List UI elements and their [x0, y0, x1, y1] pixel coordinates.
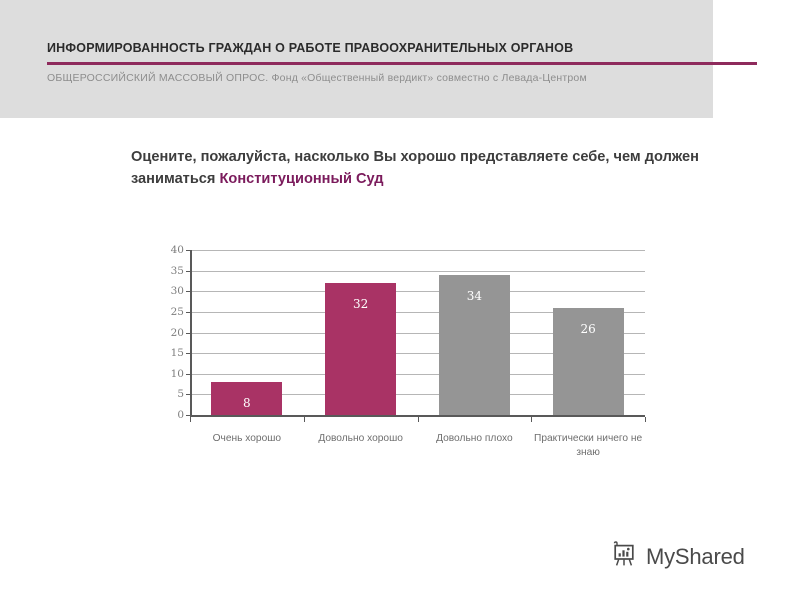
header-panel — [0, 0, 713, 118]
y-tick-label: 25 — [170, 305, 184, 318]
bar-value-label: 34 — [466, 288, 483, 303]
y-tick-mark — [186, 332, 190, 334]
question-accent-term: Конституционный Суд — [219, 171, 384, 187]
x-axis-line — [190, 415, 645, 417]
gridline — [190, 270, 645, 272]
bar: 34 — [438, 274, 510, 415]
y-tick-mark — [186, 270, 190, 272]
chart-plot-area: 0 5 10 15 20 25 30 35 40 8 32 34 26 Очень хорошо Дов… — [171, 244, 646, 458]
x-tick-mark — [645, 417, 646, 422]
x-tick-mark — [190, 417, 191, 422]
y-tick-mark — [186, 311, 190, 313]
x-category-label: Довольно хорошо — [318, 433, 403, 444]
y-tick-mark — [186, 250, 190, 251]
y-tick-label: 30 — [170, 285, 184, 298]
y-tick-label: 15 — [170, 347, 184, 360]
myshared-wordmark: MyShared — [646, 543, 745, 569]
y-tick-mark — [186, 373, 190, 375]
survey-question: Оцените, пожалуйста, насколько Вы хорошо… — [131, 146, 721, 190]
y-tick-label: 40 — [170, 244, 184, 256]
y-tick-mark — [186, 415, 190, 416]
y-tick-mark — [186, 394, 190, 396]
bar-chart: 0 5 10 15 20 25 30 35 40 8 32 34 26 Очень хорошо Дов… — [155, 240, 665, 470]
bar-value-label: 26 — [580, 321, 596, 336]
x-category-label: Довольно плохо — [436, 433, 513, 444]
y-tick-mark — [186, 353, 190, 355]
y-tick-label: 20 — [170, 326, 184, 339]
x-category-label: Очень хорошо — [212, 433, 282, 444]
y-tick-label: 35 — [170, 264, 184, 277]
bar: 32 — [325, 283, 397, 415]
bar-value-label: 32 — [352, 297, 369, 311]
gridline — [190, 250, 645, 251]
flipchart-bar-chart-icon — [609, 539, 639, 574]
gridline — [190, 291, 645, 293]
question-text: Оцените, пожалуйста, насколько Вы хорошо… — [131, 149, 699, 187]
bar: 8 — [211, 382, 283, 415]
x-tick-mark — [303, 417, 305, 422]
bar-value-label: 8 — [243, 396, 251, 410]
gridline — [190, 373, 645, 375]
gridline — [190, 394, 645, 396]
x-tick-mark — [417, 417, 419, 422]
y-tick-label: 10 — [170, 367, 184, 380]
gridline — [190, 332, 645, 334]
gridline — [190, 311, 645, 313]
y-axis-line — [190, 250, 192, 416]
y-tick-label: 5 — [177, 388, 184, 401]
y-tick-label: 0 — [177, 409, 184, 421]
x-category-label: Практически ничего не знаю — [534, 433, 643, 458]
myshared-logo[interactable]: MyShared — [609, 539, 745, 574]
bar: 26 — [552, 307, 624, 415]
x-tick-mark — [531, 417, 533, 422]
header-subtitle: ОБЩЕРОССИЙСКИЙ МАССОВЫЙ ОПРОС. Фонд «Общ… — [47, 72, 587, 84]
y-tick-mark — [186, 291, 190, 293]
page-title: ИНФОРМИРОВАННОСТЬ ГРАЖДАН О РАБОТЕ ПРАВО… — [47, 41, 574, 55]
header-divider — [47, 62, 757, 65]
gridline — [190, 353, 645, 355]
